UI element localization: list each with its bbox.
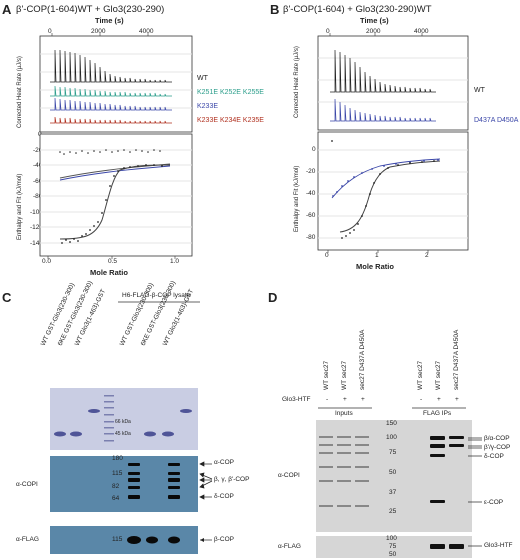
panel-a-y-tick-3: -60 — [33, 178, 43, 185]
panel-d-copi-blot — [316, 420, 472, 532]
panel-letter-c: C — [2, 290, 12, 305]
panel-a-x-label: Mole Ratio — [90, 268, 128, 277]
panel-c-gel-marker-45: 45 kDa — [115, 431, 131, 437]
panel-c-gel-marker-66: 66 kDa — [115, 419, 131, 425]
panel-c-marker-82: 82 — [112, 483, 120, 490]
panel-c-coomassie-gel — [50, 388, 198, 450]
panel-a-x-tick-0: 0.0 — [42, 258, 52, 265]
panel-d-flag-marker-75: 75 — [389, 543, 397, 550]
panel-a-y-tick-1: -20 — [33, 147, 43, 154]
panel-d-flag-band-label: Glo3-HTF — [484, 542, 513, 549]
panel-b-y-tick-3: -60 — [306, 212, 316, 219]
panel-c-band-delta-cop: δ-COP — [214, 493, 234, 500]
panel-d-sign-3: + — [361, 396, 365, 403]
panel-d-flag-blot — [316, 536, 472, 558]
panel-d-ips-label: FLAG IPs — [423, 410, 452, 417]
panel-a-x-tick-1: 0.5 — [108, 258, 118, 265]
panel-b-x-label: Mole Ratio — [356, 262, 394, 271]
panel-a-y-tick-2: -40 — [33, 162, 43, 169]
panel-c-marker-64: 64 — [112, 495, 120, 502]
panel-b-y-tick-0: 0 — [312, 146, 316, 153]
panel-d-marker-150: 150 — [386, 420, 397, 427]
panel-d-marker-100: 100 — [386, 434, 397, 441]
panel-a-legend-wt: WT — [197, 75, 208, 82]
panel-a-x-tick-2: 1.0 — [170, 258, 180, 265]
panel-a-time-tick-2: 4000 — [139, 28, 154, 35]
panel-d-band-delta: δ-COP — [484, 453, 504, 460]
panel-a-title: β'-COP(1-604)WT + Glo3(230-290) — [16, 4, 165, 15]
panel-d-glo3-label: Glo3-HTF — [282, 396, 311, 403]
panel-b-x-tick-2: 2 — [425, 252, 429, 259]
panel-c-band-alpha-cop: α-COP — [214, 459, 235, 466]
panel-c-copi-label: α-COPI — [16, 481, 38, 488]
panel-a-time-label: Time (s) — [95, 16, 124, 25]
panel-d-sign-6: + — [455, 396, 459, 403]
panel-b-time-tick-1: 2000 — [366, 28, 381, 35]
panel-a-y-tick-5: -100 — [30, 209, 44, 216]
panel-a-time-tick-0: 0 — [48, 28, 52, 35]
panel-b-title: β'-COP(1-604) + Glo3(230-290)WT — [283, 4, 432, 15]
panel-c-flag-marker: 115 — [112, 536, 123, 543]
panel-a-y-tick-6: -120 — [30, 224, 44, 231]
panel-a-y-tick-7: -140 — [30, 240, 44, 247]
panel-d-flag-marker-50: 50 — [389, 551, 397, 558]
panel-c-band-beta-gamma-cop: β, γ, β'-COP — [214, 476, 250, 483]
panel-d-sign-1: - — [326, 396, 329, 403]
panel-d-flag-marker-100: 100 — [386, 535, 397, 542]
panel-a-y-tick-4: -80 — [33, 193, 43, 200]
panel-c-flag-label: α-FLAG — [16, 536, 39, 543]
panel-b-y-tick-4: -80 — [306, 234, 316, 241]
panel-d-flag-label: α-FLAG — [278, 543, 301, 550]
panel-a-legend-k233e: K233E — [197, 103, 219, 110]
panel-letter-d: D — [268, 290, 278, 305]
panel-b-legend-wt: WT — [474, 87, 485, 94]
panel-b-legend-mutant: D437A D450A — [474, 117, 519, 124]
panel-b-y-tick-1: -20 — [306, 168, 316, 175]
panel-d-marker-75: 75 — [389, 449, 397, 456]
panel-b-time-tick-2: 4000 — [414, 28, 429, 35]
panel-d-marker-25: 25 — [389, 508, 397, 515]
panel-d-copi-label: α-COPI — [278, 472, 300, 479]
panel-d-band-beta-alpha: β/α-COP — [484, 435, 510, 442]
panel-c-flag-band-label: β-COP — [214, 536, 234, 543]
panel-b-x-tick-0: 0 — [325, 252, 329, 259]
panel-d-sign-2: + — [343, 396, 347, 403]
panel-c-marker-115: 115 — [112, 470, 123, 477]
panel-a-time-tick-1: 2000 — [91, 28, 106, 35]
panel-c-lysate-label: H6-FLAG-β-COP lysate — [122, 292, 191, 299]
panel-letter-b: B — [270, 2, 280, 17]
panel-c-marker-180: 180 — [112, 455, 123, 462]
panel-d-inputs-label: Inputs — [335, 410, 353, 417]
panel-a-legend-k251e: K251E K252E K255E — [197, 89, 264, 96]
panel-d-sign-4: - — [420, 396, 423, 403]
panel-d-sign-5: + — [437, 396, 441, 403]
panel-b-time-label: Time (s) — [360, 16, 389, 25]
panel-b-y-tick-2: -40 — [306, 190, 316, 197]
panel-letter-a: A — [2, 2, 12, 17]
panel-d-band-betap-gamma: β'/γ-COP — [484, 444, 511, 451]
panel-d-band-epsilon: ε-COP — [484, 499, 504, 506]
panel-b-time-tick-0: 0 — [326, 28, 330, 35]
panel-b-x-tick-1: 1 — [375, 252, 379, 259]
panel-d-marker-37: 37 — [389, 489, 397, 496]
panel-d-marker-50: 50 — [389, 469, 397, 476]
panel-a-legend-k233e-k234e: K233E K234E K235E — [197, 117, 264, 124]
